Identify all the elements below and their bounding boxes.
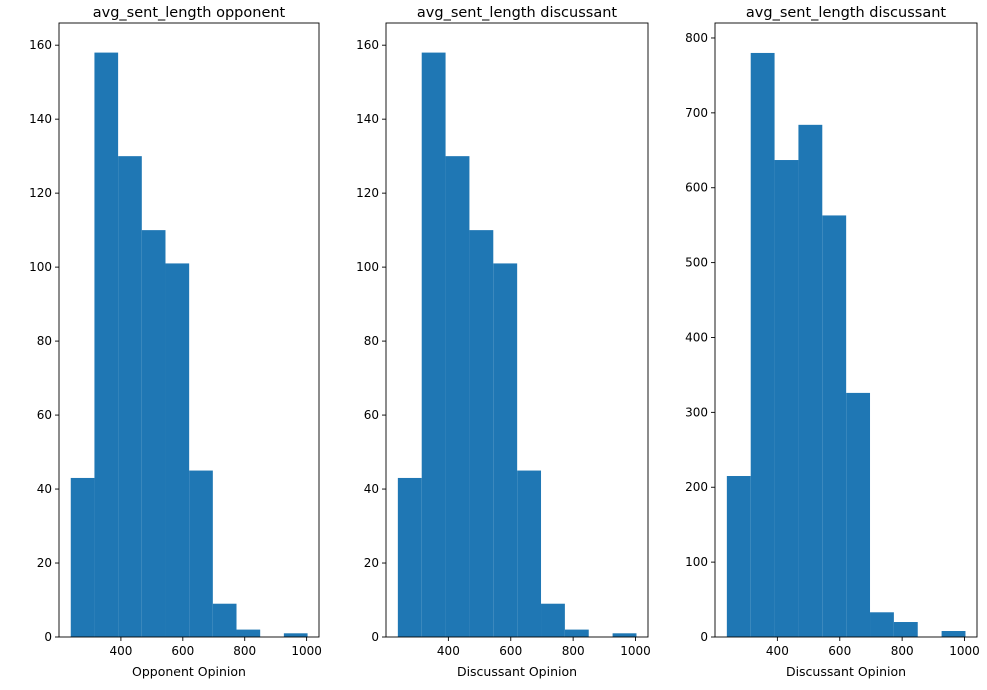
y-tick-label: 800 — [685, 31, 708, 45]
y-tick-label: 120 — [356, 186, 379, 200]
axes-frame — [714, 22, 978, 638]
histogram-bar — [165, 263, 190, 637]
y-tick-label: 80 — [364, 334, 379, 348]
y-tick-label: 100 — [356, 260, 379, 274]
histogram-bar — [726, 476, 751, 637]
y-tick-label: 700 — [685, 106, 708, 120]
y-tick-label: 140 — [29, 112, 52, 126]
histogram-bar — [750, 52, 775, 637]
x-tick-label: 1000 — [949, 644, 980, 658]
y-tick-label: 100 — [29, 260, 52, 274]
y-tick-label: 120 — [29, 186, 52, 200]
y-tick-label: 60 — [37, 408, 52, 422]
histogram-bar — [189, 470, 213, 637]
x-tick-label: 800 — [562, 644, 585, 658]
y-tick-label: 60 — [364, 408, 379, 422]
axes-frame — [58, 22, 320, 638]
y-tick-label: 80 — [37, 334, 52, 348]
x-tick-label: 600 — [499, 644, 522, 658]
histogram-bar — [141, 230, 166, 637]
x-tick-label: 600 — [828, 644, 851, 658]
histogram-bar — [421, 52, 446, 637]
chart-title: avg_sent_length discussant — [746, 5, 946, 21]
histogram-bar — [517, 470, 542, 637]
histogram-bar — [541, 603, 565, 637]
histogram-bar — [893, 622, 918, 637]
y-tick-label: 500 — [685, 256, 708, 270]
x-tick-label: 600 — [171, 644, 194, 658]
histogram-bar — [612, 633, 637, 637]
x-axis-label: Discussant Opinion — [786, 664, 906, 679]
histogram-bar — [397, 477, 422, 637]
y-tick-label: 20 — [37, 556, 52, 570]
y-tick-label: 200 — [685, 480, 708, 494]
chart-panel-2: 400 600 800 1000 0 20 40 60 80 100 120 140 160 avg_se… — [356, 5, 651, 679]
y-tick-label: 20 — [364, 556, 379, 570]
histogram-bar — [212, 603, 237, 637]
chart-title: avg_sent_length opponent — [93, 5, 286, 21]
chart-title: avg_sent_length discussant — [417, 5, 617, 21]
x-axis-label: Discussant Opinion — [457, 664, 577, 679]
histogram-bar — [94, 52, 119, 637]
chart-panel-1: 400 600 800 1000 0 20 40 60 80 100 120 140 160 avg_se… — [29, 5, 322, 679]
histogram-bar — [564, 629, 589, 637]
histogram-bar — [846, 392, 871, 637]
histogram-bar — [870, 612, 894, 637]
histogram-bar — [283, 633, 308, 637]
y-tick-label: 160 — [356, 38, 379, 52]
histogram-bar — [493, 263, 518, 637]
y-tick-label: 100 — [685, 555, 708, 569]
y-tick-label: 0 — [371, 630, 379, 644]
y-tick-label: 40 — [364, 482, 379, 496]
y-tick-label: 400 — [685, 330, 708, 344]
y-tick-label: 140 — [356, 112, 379, 126]
histogram-bar — [822, 215, 847, 637]
y-tick-label: 0 — [700, 630, 708, 644]
x-tick-label: 800 — [891, 644, 914, 658]
histogram-bar — [70, 477, 95, 637]
axes-frame — [385, 22, 649, 638]
histogram-bar — [774, 160, 799, 637]
y-tick-label: 300 — [685, 405, 708, 419]
x-tick-label: 1000 — [291, 644, 322, 658]
y-tick-label: 600 — [685, 181, 708, 195]
histogram-bar — [445, 156, 470, 637]
x-tick-label: 400 — [109, 644, 132, 658]
histogram-bar — [118, 156, 142, 637]
histogram-bar — [798, 124, 823, 637]
chart-panel-3: 400 600 800 1000 0 100 200 300 400 500 600 700 800 av… — [685, 5, 980, 679]
x-axis-label: Opponent Opinion — [132, 664, 246, 679]
histogram-bar — [469, 230, 494, 637]
y-tick-label: 0 — [44, 630, 52, 644]
x-tick-label: 400 — [766, 644, 789, 658]
x-tick-label: 1000 — [620, 644, 651, 658]
y-tick-label: 160 — [29, 38, 52, 52]
x-tick-label: 800 — [233, 644, 256, 658]
histogram-bar — [236, 629, 261, 637]
x-tick-label: 400 — [437, 644, 460, 658]
y-tick-label: 40 — [37, 482, 52, 496]
histogram-bar — [941, 631, 966, 637]
